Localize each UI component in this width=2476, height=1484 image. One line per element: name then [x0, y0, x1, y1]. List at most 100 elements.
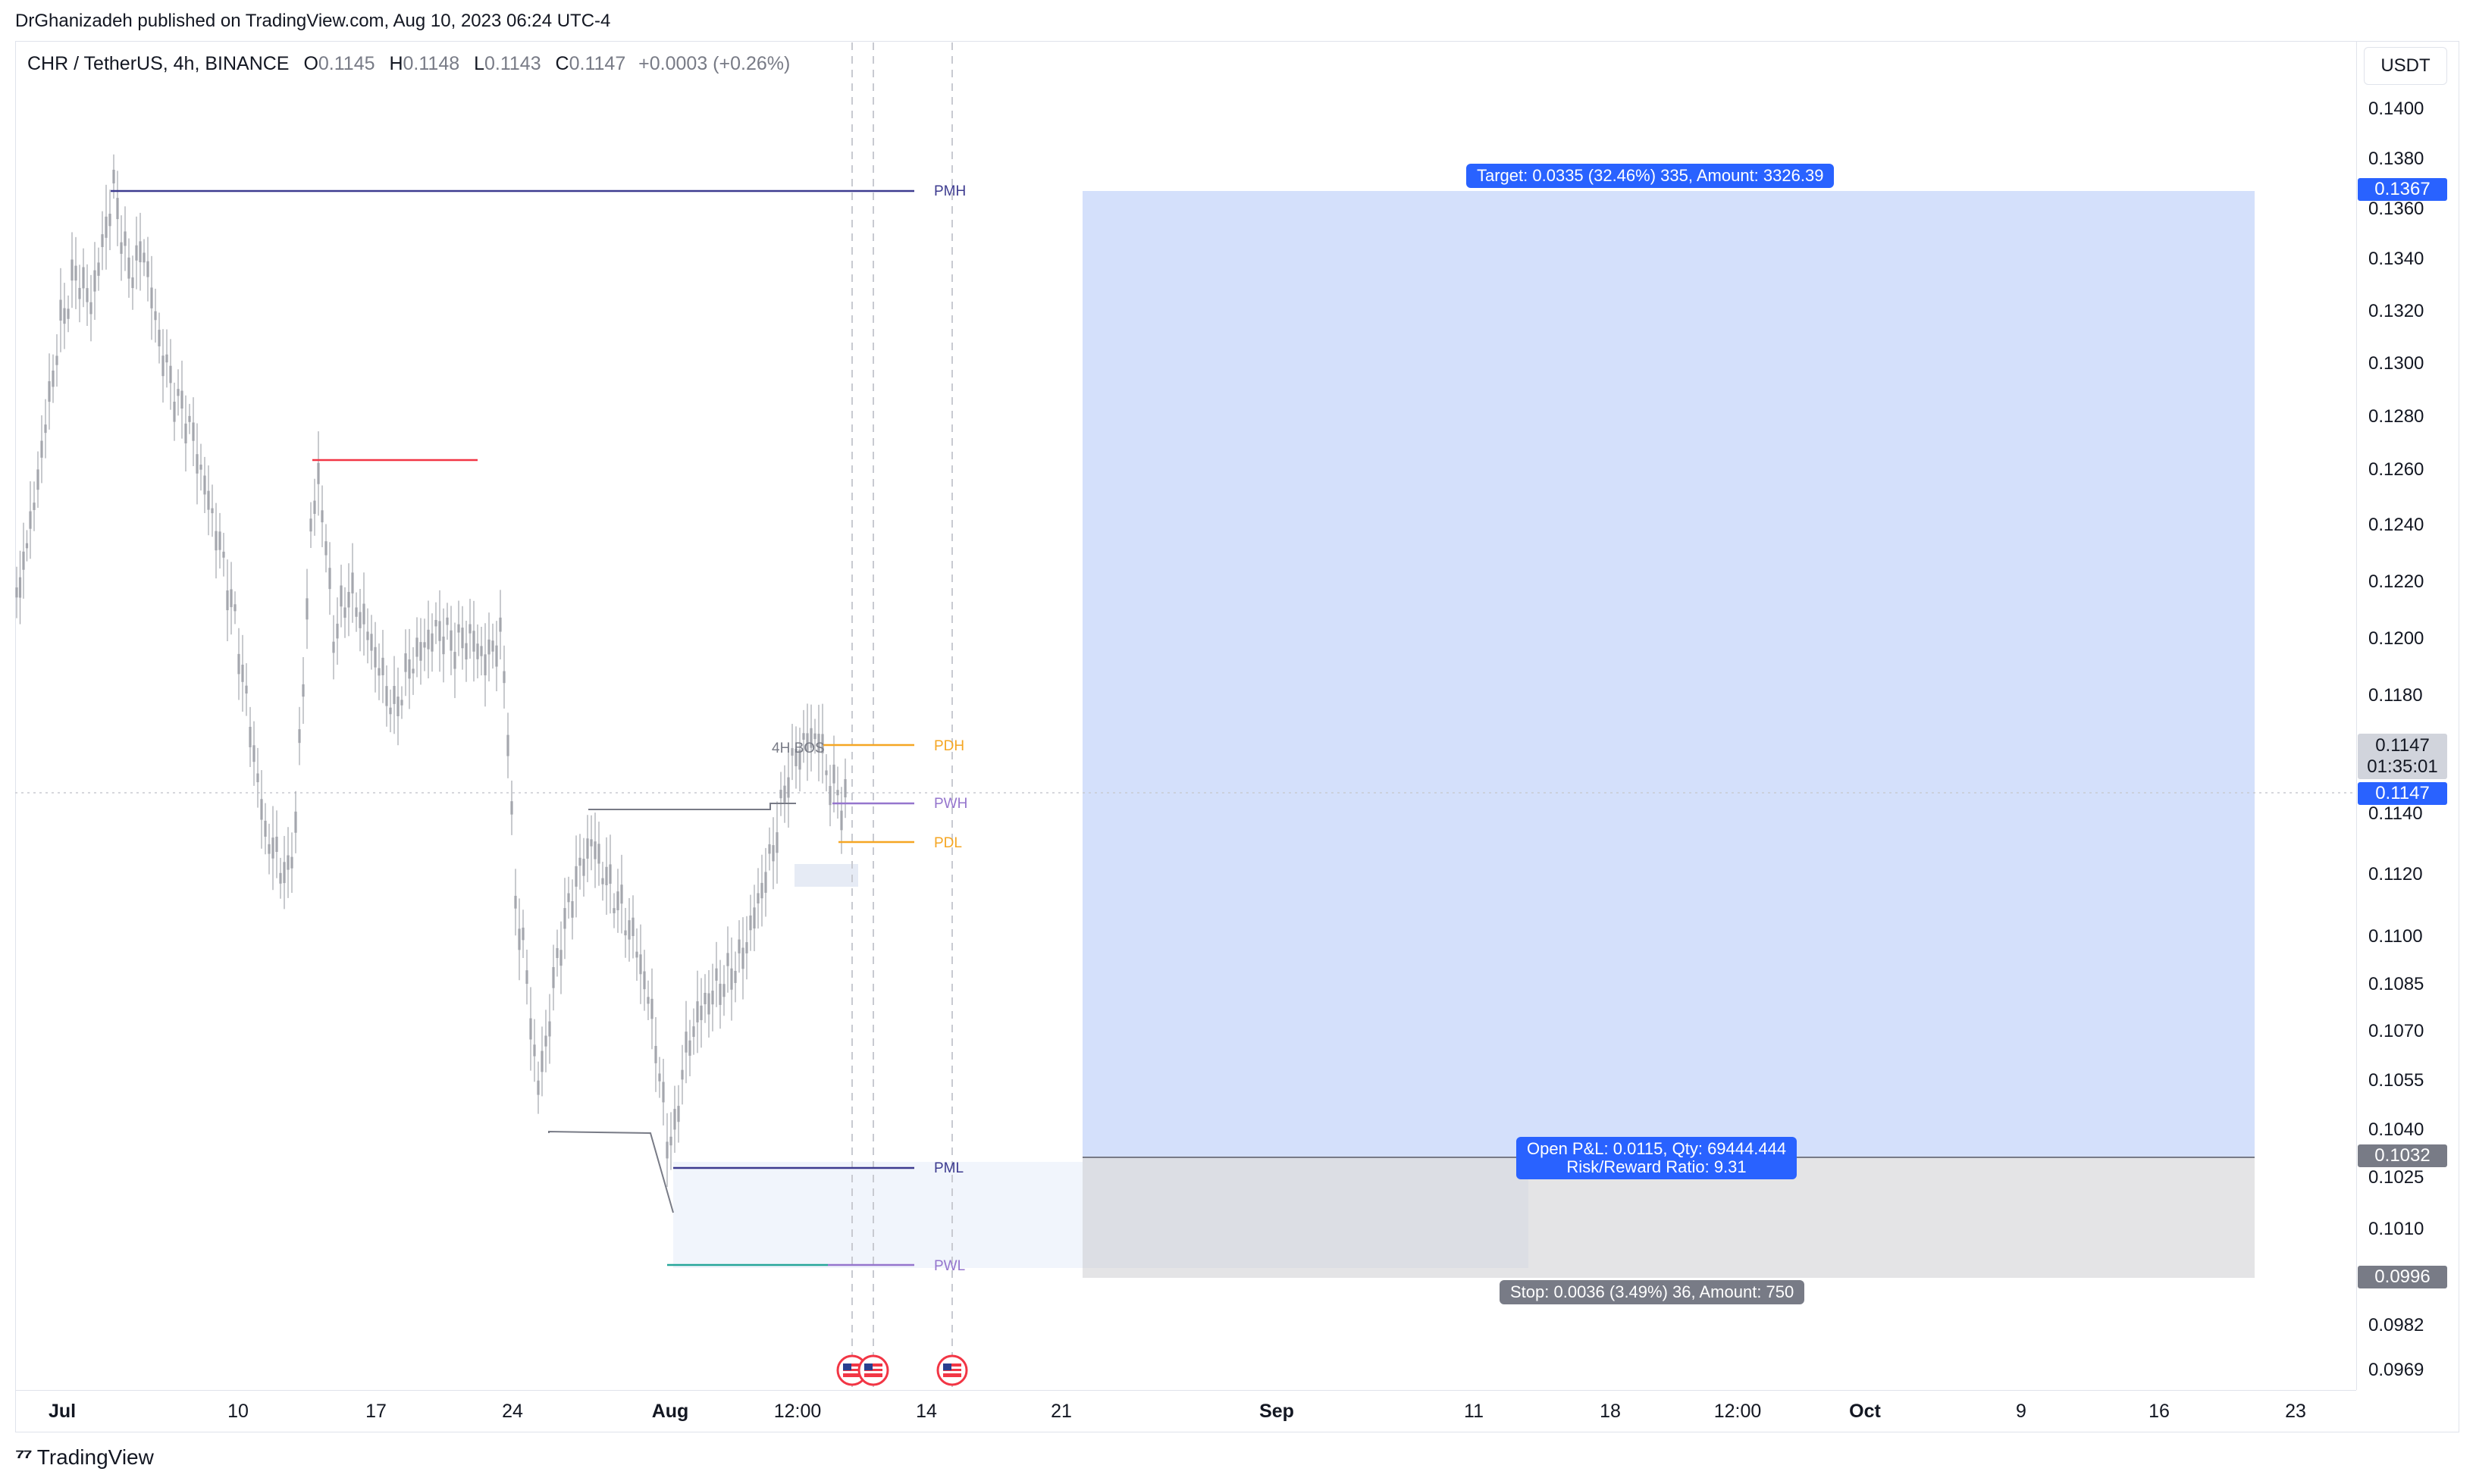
time-tick-label: 17: [365, 1401, 387, 1422]
candles: [15, 154, 847, 1188]
bar-countdown: 01:35:01: [2367, 756, 2438, 777]
candle-body: [177, 389, 180, 396]
candle-body: [469, 624, 472, 634]
price-tick-label: 0.1220: [2368, 571, 2424, 592]
candle-body: [681, 1069, 684, 1080]
candle-body: [25, 543, 29, 549]
price-tick-label: 0.1280: [2368, 406, 2424, 427]
candle-body: [711, 991, 714, 1005]
candle-body: [218, 531, 221, 550]
candle-body: [252, 745, 255, 762]
candle-body: [15, 587, 18, 598]
candle-body: [173, 401, 176, 422]
pml-label: PML: [934, 1160, 964, 1176]
candle-body: [321, 510, 324, 523]
candle-body: [336, 623, 339, 639]
candle-body: [760, 882, 763, 899]
position-pnl-label[interactable]: Open P&L: 0.0115, Qty: 69444.444 Risk/Re…: [1516, 1137, 1797, 1179]
candle-body: [419, 642, 422, 661]
price-tick-label: 0.1025: [2368, 1167, 2424, 1188]
candle-body: [71, 259, 74, 281]
candle-body: [829, 786, 832, 806]
currency-selector[interactable]: USDT: [2364, 47, 2447, 85]
publish-info: DrGhanizadeh published on TradingView.co…: [15, 11, 611, 31]
candle-body: [730, 968, 733, 990]
candle-body: [127, 257, 130, 279]
candle-body: [400, 700, 403, 706]
us-flag-icon[interactable]: [936, 1354, 968, 1386]
candle-body: [108, 213, 111, 227]
candle-body: [442, 636, 445, 655]
symbol-name[interactable]: CHR / TetherUS, 4h, BINANCE: [27, 53, 290, 74]
last-price-value: 0.1147: [2375, 735, 2430, 756]
candle-body: [48, 380, 51, 402]
close-label: C: [555, 53, 569, 74]
candle-body: [44, 424, 47, 434]
candle-body: [120, 242, 123, 254]
high-label: H: [389, 53, 403, 74]
us-flag-icon[interactable]: [857, 1354, 889, 1386]
candle-body: [184, 423, 187, 443]
candle-body: [465, 643, 468, 660]
price-tick-label: 0.1400: [2368, 99, 2424, 119]
candle-body: [340, 585, 343, 607]
target-zone[interactable]: [1083, 191, 2255, 1157]
stop-price-badge: 0.0996: [2358, 1266, 2447, 1288]
stop-info-label[interactable]: Stop: 0.0036 (3.49%) 36, Amount: 750: [1500, 1280, 1805, 1304]
time-tick-label: 9: [2016, 1401, 2026, 1422]
candle-body: [597, 844, 600, 864]
candle-body: [268, 844, 271, 854]
candle-body: [135, 245, 138, 261]
candle-body: [541, 1050, 544, 1072]
candle-body: [556, 948, 559, 959]
candle-body: [677, 1106, 680, 1122]
tradingview-brand[interactable]: ⁷⁷ TradingView: [15, 1445, 154, 1470]
candle-body: [374, 647, 377, 668]
candle-body: [738, 939, 741, 953]
time-tick-label: Jul: [49, 1401, 76, 1422]
current-price-badge: 0.1147: [2358, 782, 2447, 805]
candle-body: [594, 841, 597, 859]
candle-body: [810, 728, 813, 748]
candle-body: [74, 265, 77, 281]
candle-body: [434, 620, 437, 627]
candle-body: [484, 654, 487, 676]
time-tick-label: 14: [916, 1401, 937, 1422]
candle-body: [290, 856, 293, 869]
candle-body: [150, 287, 153, 308]
candle-body: [772, 845, 775, 862]
candle-body: [146, 261, 149, 277]
candle-body: [628, 920, 631, 940]
pwh-zone: [795, 864, 858, 887]
us-flag-icon[interactable]: [836, 1354, 868, 1386]
price-tick-label: 0.1070: [2368, 1021, 2424, 1041]
candle-body: [385, 686, 388, 706]
price-tick-label: 0.1340: [2368, 249, 2424, 269]
candle-body: [33, 502, 36, 510]
symbol-legend[interactable]: CHR / TetherUS, 4h, BINANCE O0.1145 H0.1…: [27, 53, 790, 75]
price-axis[interactable]: [2356, 41, 2460, 1390]
candle-body: [124, 231, 127, 246]
candle-body: [499, 617, 502, 632]
candle-body: [287, 855, 290, 870]
candle-body: [381, 657, 384, 675]
candle-body: [518, 928, 521, 950]
candle-body: [275, 836, 278, 853]
target-info-label[interactable]: Target: 0.0335 (32.46%) 335, Amount: 332…: [1466, 164, 1835, 188]
candle-body: [529, 1018, 532, 1040]
candle-body: [40, 440, 43, 458]
candle-body: [461, 628, 464, 649]
candle-body: [52, 370, 55, 387]
candle-body: [116, 198, 119, 220]
candle-body: [753, 907, 756, 929]
candle-body: [143, 252, 146, 263]
price-tick-label: 0.1360: [2368, 199, 2424, 219]
candle-body: [86, 288, 89, 302]
pdl-label: PDL: [934, 835, 962, 851]
candle-body: [590, 839, 593, 847]
chart-frame: [15, 41, 2459, 1432]
candle-body: [487, 639, 490, 655]
time-axis[interactable]: [15, 1390, 2356, 1391]
candle-body: [324, 541, 328, 556]
